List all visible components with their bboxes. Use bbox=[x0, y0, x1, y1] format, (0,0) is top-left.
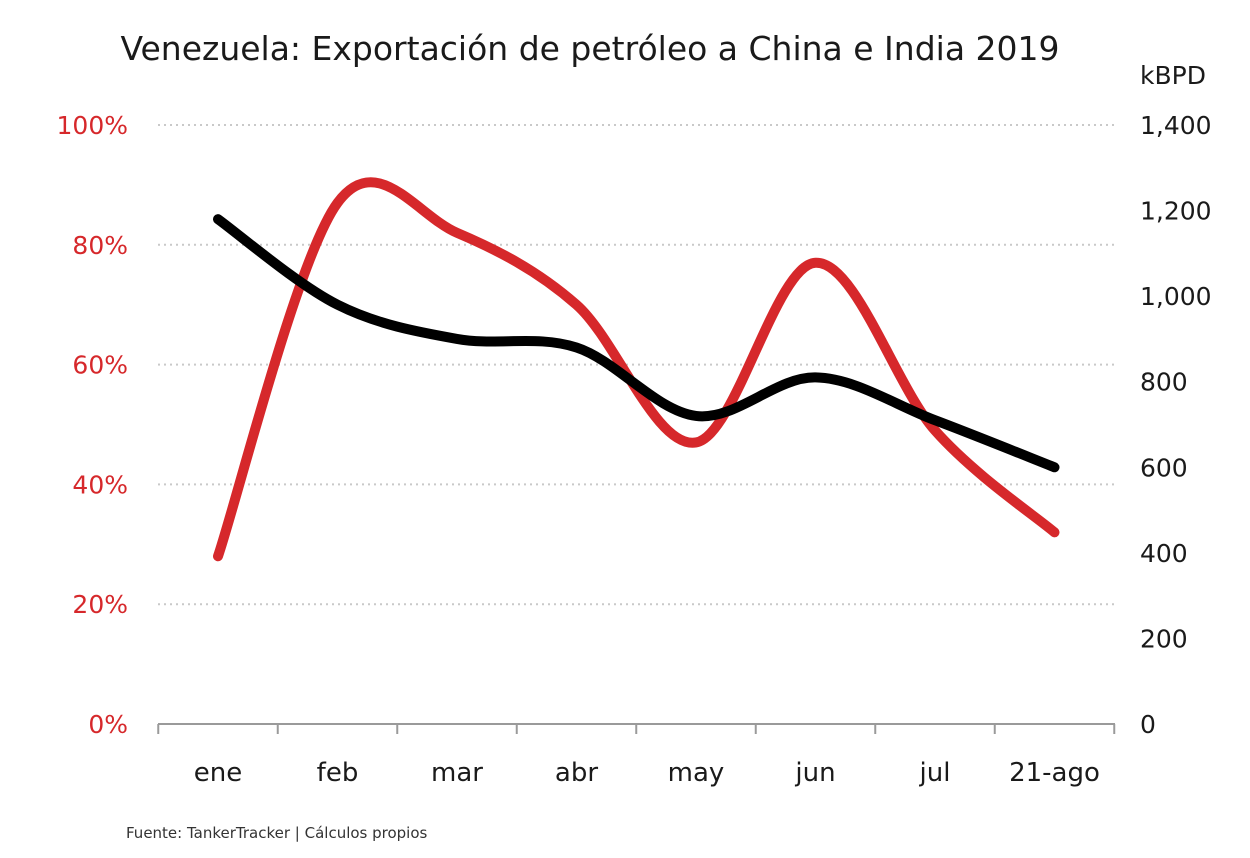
right-axis-tick-label: 800 bbox=[1140, 368, 1188, 397]
x-axis-tick-label: jun bbox=[794, 758, 835, 788]
right-axis-tick-label: 200 bbox=[1140, 624, 1188, 653]
right-axis-tick-label: 0 bbox=[1140, 710, 1156, 739]
left-axis-tick-label: 60% bbox=[72, 351, 128, 380]
x-axis-labels: ene feb mar abr may jun jul 21-ago bbox=[194, 758, 1100, 788]
right-axis: 0 200 400 600 800 1,000 1,200 1,400 bbox=[1140, 111, 1212, 739]
series-line bbox=[213, 214, 1060, 473]
left-axis-tick-label: 80% bbox=[72, 231, 128, 260]
x-axis-tick-label: abr bbox=[555, 758, 598, 788]
left-axis: 0% 20% 40% 60% 80% 100% bbox=[57, 111, 128, 739]
left-axis-tick-label: 0% bbox=[88, 710, 128, 739]
right-axis-tick-label: 1,200 bbox=[1140, 197, 1212, 226]
right-axis-tick-label: 1,000 bbox=[1140, 282, 1212, 311]
x-axis-tick-label: ene bbox=[194, 758, 242, 788]
series-line bbox=[213, 177, 1060, 562]
series-right-axis bbox=[213, 214, 1060, 473]
x-axis bbox=[157, 723, 1116, 734]
x-axis-tick-label: mar bbox=[431, 758, 483, 788]
x-axis-tick-label: jul bbox=[919, 758, 951, 788]
chart-title: Venezuela: Exportación de petróleo a Chi… bbox=[120, 29, 1059, 68]
series-left-axis bbox=[213, 177, 1060, 562]
gridlines bbox=[158, 124, 1115, 606]
source-note: Fuente: TankerTracker | Cálculos propios bbox=[126, 824, 428, 842]
x-axis-tick-label: feb bbox=[317, 758, 359, 788]
left-axis-tick-label: 100% bbox=[57, 111, 128, 140]
right-axis-tick-label: 400 bbox=[1140, 539, 1188, 568]
right-axis-tick-label: 600 bbox=[1140, 453, 1188, 482]
left-axis-tick-label: 20% bbox=[72, 590, 128, 619]
right-axis-unit-label: kBPD bbox=[1140, 61, 1206, 90]
left-axis-tick-label: 40% bbox=[72, 470, 128, 499]
x-axis-tick-label: may bbox=[668, 758, 725, 788]
series-lines bbox=[213, 177, 1060, 562]
x-axis-tick-label: 21-ago bbox=[1009, 758, 1100, 788]
right-axis-tick-label: 1,400 bbox=[1140, 111, 1212, 140]
